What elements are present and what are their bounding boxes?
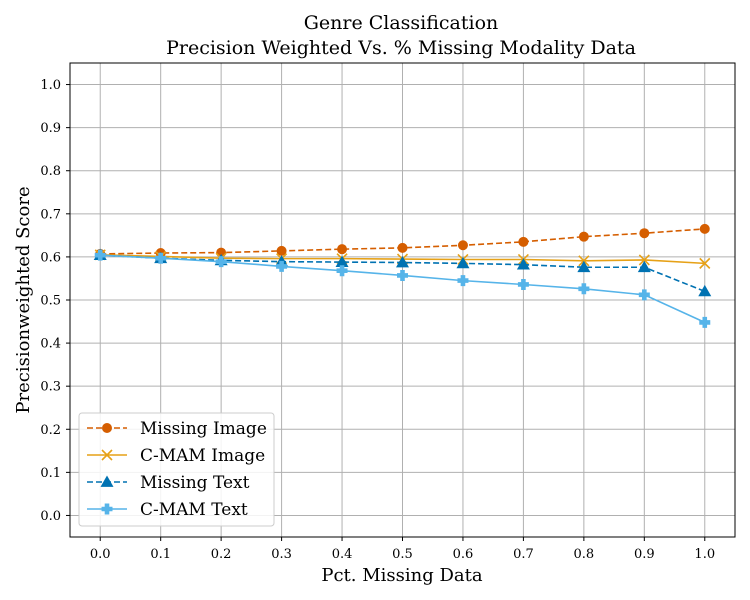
x-tick-label: 0.5: [392, 547, 413, 562]
data-point: [397, 269, 408, 281]
data-point: [578, 231, 589, 242]
x-tick-label: 0.0: [90, 547, 111, 562]
data-point: [698, 284, 712, 297]
data-point: [699, 316, 711, 328]
y-tick-label: 0.8: [40, 164, 61, 179]
y-axis-label: Precisionweighted Score: [13, 186, 34, 413]
data-point: [276, 245, 287, 256]
y-tick-label: 0.3: [40, 380, 61, 395]
data-point: [335, 255, 349, 267]
y-tick-label: 0.6: [40, 250, 61, 265]
data-point: [456, 256, 470, 269]
legend-label: Missing Text: [140, 473, 250, 493]
y-tick-label: 0.7: [40, 207, 61, 222]
series-c-mam-text: [94, 249, 711, 328]
x-tick-label: 1.0: [694, 547, 715, 562]
data-point: [215, 256, 227, 268]
y-tick-label: 0.9: [40, 121, 61, 136]
data-point: [397, 242, 408, 253]
data-point: [155, 252, 167, 264]
data-point: [457, 275, 469, 287]
data-point: [396, 256, 409, 268]
data-point: [638, 254, 650, 266]
data-point: [276, 260, 288, 272]
legend-item: C-MAM Text: [87, 500, 248, 520]
chart-subtitle: Precision Weighted Vs. % Missing Modalit…: [166, 37, 636, 59]
x-tick-label: 0.6: [453, 547, 474, 562]
data-point: [517, 278, 529, 290]
data-point: [699, 223, 710, 234]
data-point: [637, 260, 651, 273]
legend: Missing Image C-MAM Image Missing Text C-MA…: [78, 412, 275, 527]
axis-ticks: 0.0 0.1 0.2 0.3 0.4 0.5 0.6 0.7 0.8 0.9 1.0 0.0 0.1 0…: [40, 78, 715, 562]
data-point: [275, 255, 289, 267]
data-point: [638, 289, 650, 301]
data-point: [518, 236, 529, 247]
y-tick-label: 0.2: [40, 423, 61, 438]
y-tick-label: 0.4: [40, 337, 61, 352]
legend-marker: [100, 475, 114, 487]
x-tick-label: 0.4: [332, 547, 353, 562]
data-point: [336, 265, 348, 277]
legend-item: Missing Image: [87, 419, 267, 439]
legend-label: C-MAM Text: [140, 500, 248, 520]
y-tick-label: 0.5: [40, 294, 61, 309]
data-point: [699, 257, 711, 269]
data-point: [457, 240, 468, 251]
data-point: [94, 249, 106, 261]
y-tick-label: 1.0: [40, 78, 61, 93]
x-tick-label: 0.9: [634, 547, 655, 562]
series-missing-text: [93, 248, 712, 297]
legend-marker: [101, 503, 113, 515]
x-tick-label: 0.1: [150, 547, 171, 562]
data-point: [337, 244, 348, 255]
x-tick-label: 0.7: [513, 547, 534, 562]
legend-item: Missing Text: [87, 473, 250, 493]
data-point: [578, 283, 590, 295]
legend-label: Missing Image: [140, 419, 267, 439]
y-tick-label: 0.1: [40, 466, 61, 481]
data-point: [577, 260, 591, 273]
legend-box: [78, 412, 275, 527]
x-axis-label: Pct. Missing Data: [321, 565, 483, 586]
x-tick-label: 0.2: [211, 547, 232, 562]
legend-label: C-MAM Image: [140, 446, 265, 466]
legend-marker: [102, 423, 112, 433]
y-tick-label: 0.0: [40, 509, 61, 524]
chart-title: Genre Classification: [304, 12, 499, 34]
x-tick-label: 0.3: [271, 547, 292, 562]
data-point: [516, 258, 530, 270]
legend-item: C-MAM Image: [87, 446, 265, 466]
data-point: [639, 228, 650, 239]
legend-marker: [101, 449, 113, 461]
plot-series: [93, 223, 712, 328]
x-tick-label: 0.8: [574, 547, 595, 562]
plot-frame: [69, 62, 736, 538]
